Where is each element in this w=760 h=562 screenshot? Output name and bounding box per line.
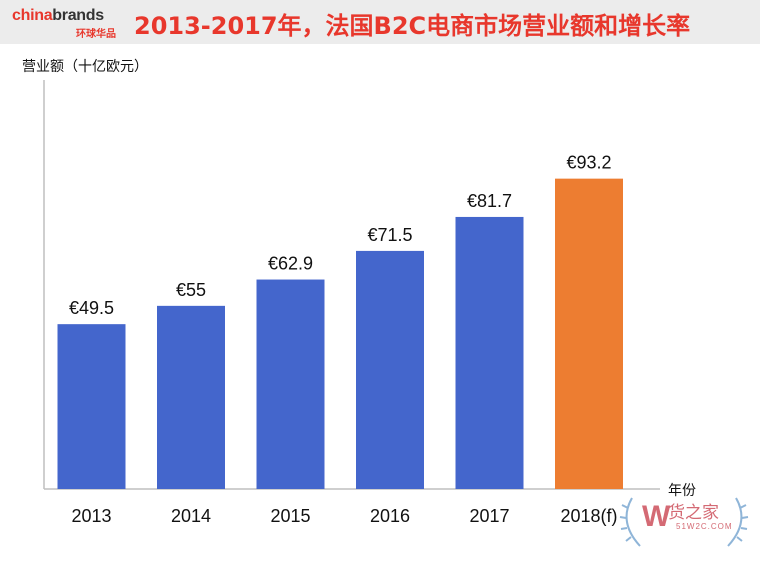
x-tick-2016: 2016	[370, 506, 410, 526]
page-title: 2013-2017年，法国B2C电商市场营业额和增长率	[134, 12, 691, 40]
bar-2014	[157, 305, 225, 489]
bar-2018(f)	[555, 178, 623, 490]
logo-main: brands	[52, 7, 104, 24]
logo-wordmark: chinabrands	[12, 7, 104, 25]
logo-subtitle: 环球华品	[76, 29, 116, 40]
bar-label-2015: €62.9	[268, 254, 313, 274]
bar-label-2014: €55	[176, 280, 206, 300]
bar-2013	[57, 324, 126, 489]
bar-label-2013: €49.5	[69, 298, 114, 318]
bar-label-2016: €71.5	[367, 225, 412, 245]
x-tick-2015: 2015	[270, 506, 310, 526]
x-tick-2018(f): 2018(f)	[560, 506, 617, 526]
bar-2017	[455, 216, 524, 489]
brand-logo: chinabrands 环球华品	[12, 7, 122, 40]
x-axis-label: 年份	[668, 483, 696, 499]
bar-label-2017: €81.7	[467, 191, 512, 211]
bar-label-2018(f): €93.2	[566, 153, 611, 173]
y-axis-label: 营业额（十亿欧元）	[22, 59, 148, 75]
svg-text:W: W	[642, 500, 671, 533]
bar-2015	[256, 279, 325, 489]
x-tick-2017: 2017	[469, 506, 509, 526]
watermark-emblem: W	[619, 497, 749, 547]
x-tick-2014: 2014	[171, 506, 211, 526]
watermark: W 货之家 51W2C.COM	[614, 488, 754, 554]
x-tick-2013: 2013	[71, 506, 111, 526]
watermark-subtext: 51W2C.COM	[676, 522, 733, 531]
watermark-text: 货之家	[668, 503, 719, 523]
header-bar: chinabrands 环球华品 2013-2017年，法国B2C电商市场营业额…	[0, 0, 760, 44]
bar-2016	[356, 250, 424, 489]
logo-prefix: china	[12, 7, 53, 24]
